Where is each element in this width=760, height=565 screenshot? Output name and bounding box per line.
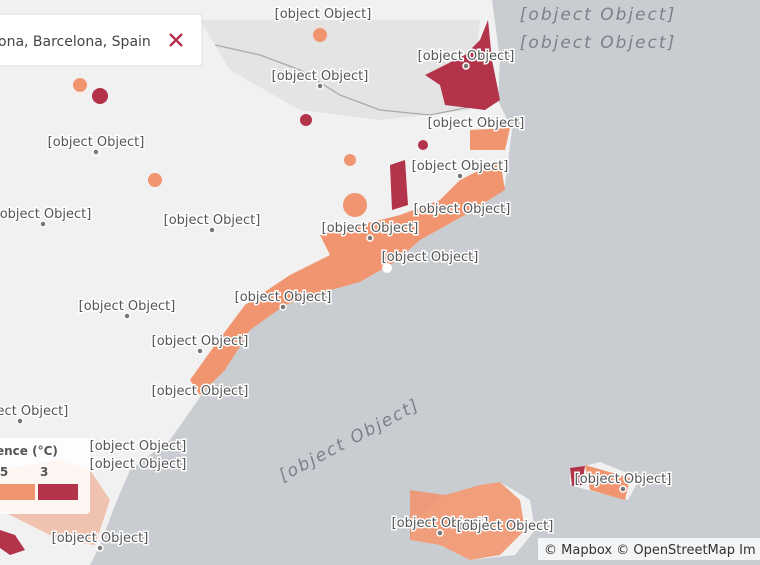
land	[0, 0, 512, 565]
labels: [object Object][object Object][object Ob…	[0, 5, 676, 552]
place-dot	[279, 303, 287, 311]
legend-title: ence (°C)	[0, 444, 58, 458]
place-label: [object Object]	[272, 69, 369, 84]
place-label: [object Object]	[418, 49, 515, 64]
place-dot	[316, 82, 324, 90]
place-label: [object Object]	[90, 457, 187, 472]
place-dot	[196, 347, 204, 355]
water-label: [object Object]	[520, 5, 676, 25]
legend-swatch	[38, 484, 78, 500]
place-label: [object Object]	[90, 439, 187, 454]
legend-label: 1.5	[0, 465, 8, 479]
place-dot	[366, 234, 374, 242]
place-label: [object Object]	[0, 404, 68, 419]
place-dot	[436, 529, 444, 537]
selected-point	[382, 263, 392, 273]
water-label: [object Object]	[520, 33, 676, 53]
legend-label: 3	[40, 465, 48, 479]
legend-swatch	[0, 484, 35, 500]
place-label: [object Object]	[457, 519, 554, 534]
place-label: [object Object]	[414, 202, 511, 217]
place-label: [object Object]	[235, 290, 332, 305]
legend: ence (°C) 1.5 3	[0, 438, 90, 514]
place-dot	[16, 417, 24, 425]
clear-button[interactable]	[169, 33, 183, 47]
place-dot	[456, 172, 464, 180]
zone-low	[0, 28, 630, 560]
place-label: [object Object]	[575, 472, 672, 487]
place-dot	[123, 312, 131, 320]
place-label: [object Object]	[52, 531, 149, 546]
place-dot	[96, 544, 104, 552]
place-label: [object Object]	[152, 384, 249, 399]
place-label: [object Object]	[152, 334, 249, 349]
place-dot	[92, 148, 100, 156]
place-label: [object Object]	[164, 213, 261, 228]
place-dot	[39, 220, 47, 228]
search-text[interactable]: ona, Barcelona, Spain	[0, 34, 151, 50]
search-box[interactable]: ona, Barcelona, Spain	[0, 13, 203, 67]
attribution[interactable]: © Mapbox © OpenStreetMap Im	[544, 543, 756, 558]
place-label: [object Object]	[382, 250, 479, 265]
place-label: [object Object]	[428, 116, 525, 131]
place-label: [object Object]	[79, 299, 176, 314]
place-label: [object Object]	[392, 516, 489, 531]
place-label: [object Object]	[48, 135, 145, 150]
mountains	[200, 20, 480, 120]
place-label: [object Object]	[0, 207, 91, 222]
place-label: [object Object]	[275, 7, 372, 22]
place-dot	[619, 485, 627, 493]
attribution-bg	[538, 538, 760, 560]
place-dot	[208, 226, 216, 234]
search-field[interactable]	[0, 13, 203, 67]
place-dot	[462, 62, 470, 70]
place-label: [object Object]	[412, 159, 509, 174]
place-label: [object Object]	[322, 221, 419, 236]
